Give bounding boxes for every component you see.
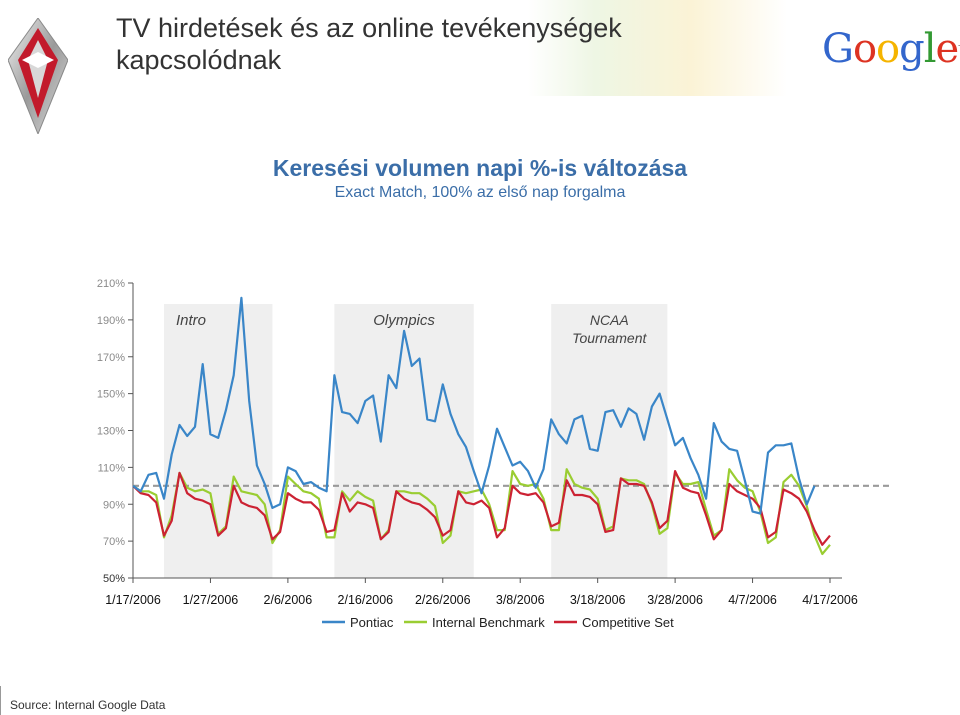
x-tick-label: 1/27/2006 — [183, 593, 239, 607]
source-note: Source: Internal Google Data — [10, 698, 166, 712]
event-label: Olympics — [373, 312, 435, 329]
y-tick-label: 130% — [97, 426, 125, 438]
event-band — [551, 304, 668, 578]
event-band — [163, 304, 273, 578]
x-tick-label: 4/17/2006 — [802, 593, 858, 607]
y-tick-label: 150% — [97, 389, 125, 401]
y-tick-label: 170% — [97, 352, 125, 364]
google-logo-letter: G — [822, 26, 854, 72]
legend-label: Pontiac — [350, 615, 394, 630]
y-tick-label: 50% — [103, 573, 125, 585]
y-tick-label: 70% — [103, 536, 125, 548]
google-logo-letter: o — [852, 26, 877, 72]
x-tick-label: 1/17/2006 — [105, 593, 161, 607]
header-banner — [0, 0, 960, 96]
google-logo-letter: o — [876, 26, 900, 72]
event-label: Tournament — [572, 330, 647, 346]
series-line-pontiac — [132, 296, 816, 515]
x-tick-label: 3/18/2006 — [570, 593, 626, 607]
y-tick-label: 210% — [97, 278, 125, 290]
x-tick-label: 3/8/2006 — [496, 593, 545, 607]
event-band — [334, 304, 474, 578]
chart-title: Keresési volumen napi %-is változása — [272, 155, 688, 181]
event-label: Intro — [176, 312, 206, 329]
x-tick-label: 2/26/2006 — [415, 593, 471, 607]
series-line-competitive-set — [132, 470, 831, 546]
x-tick-label: 3/28/2006 — [647, 593, 703, 607]
google-logo-letter: l — [923, 26, 937, 72]
y-tick-label: 110% — [98, 462, 126, 474]
y-tick-label: 90% — [103, 499, 125, 511]
google-logo: GoogleTM — [822, 26, 960, 72]
x-tick-label: 2/16/2006 — [338, 593, 394, 607]
pontiac-logo — [8, 18, 68, 134]
google-logo-letter: e — [935, 26, 960, 72]
event-label: NCAA — [590, 312, 629, 328]
legend-label: Competitive Set — [582, 615, 674, 630]
legend-label: Internal Benchmark — [432, 615, 545, 630]
google-logo-tm: TM — [958, 26, 960, 72]
footer-frame — [0, 686, 960, 715]
slide-title: TV hirdetések és az online tevékenységek… — [116, 13, 622, 75]
x-tick-label: 4/7/2006 — [728, 593, 777, 607]
x-tick-label: 2/6/2006 — [264, 593, 313, 607]
google-logo-letter: g — [899, 26, 925, 72]
y-tick-label: 190% — [97, 315, 125, 327]
chart-subtitle: Exact Match, 100% az első nap forgalma — [334, 184, 626, 201]
